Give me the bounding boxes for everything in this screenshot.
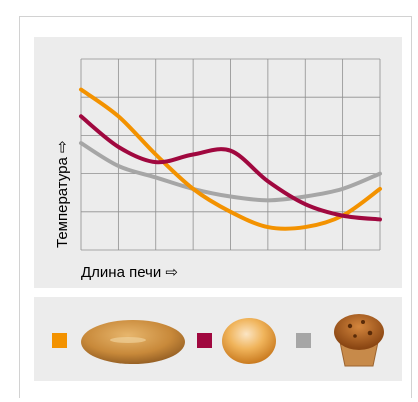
chart-panel <box>34 37 402 288</box>
muffin-icon <box>334 314 384 367</box>
series-line-gray <box>79 141 382 203</box>
figure-frame <box>19 16 412 398</box>
bread-loaf-icon <box>81 320 185 364</box>
bun-icon <box>222 318 276 364</box>
legend-swatch-orange <box>52 333 67 348</box>
legend-swatch-crimson <box>197 333 212 348</box>
chart-grid <box>80 58 381 251</box>
legend-swatch-gray <box>296 333 311 348</box>
series-line-orange <box>79 87 382 231</box>
series-line-crimson <box>79 114 382 222</box>
x-axis-label: Длина печи ⇨ <box>81 264 178 281</box>
y-axis-label: Температура ⇨ <box>54 140 71 248</box>
chart-series <box>79 87 382 231</box>
